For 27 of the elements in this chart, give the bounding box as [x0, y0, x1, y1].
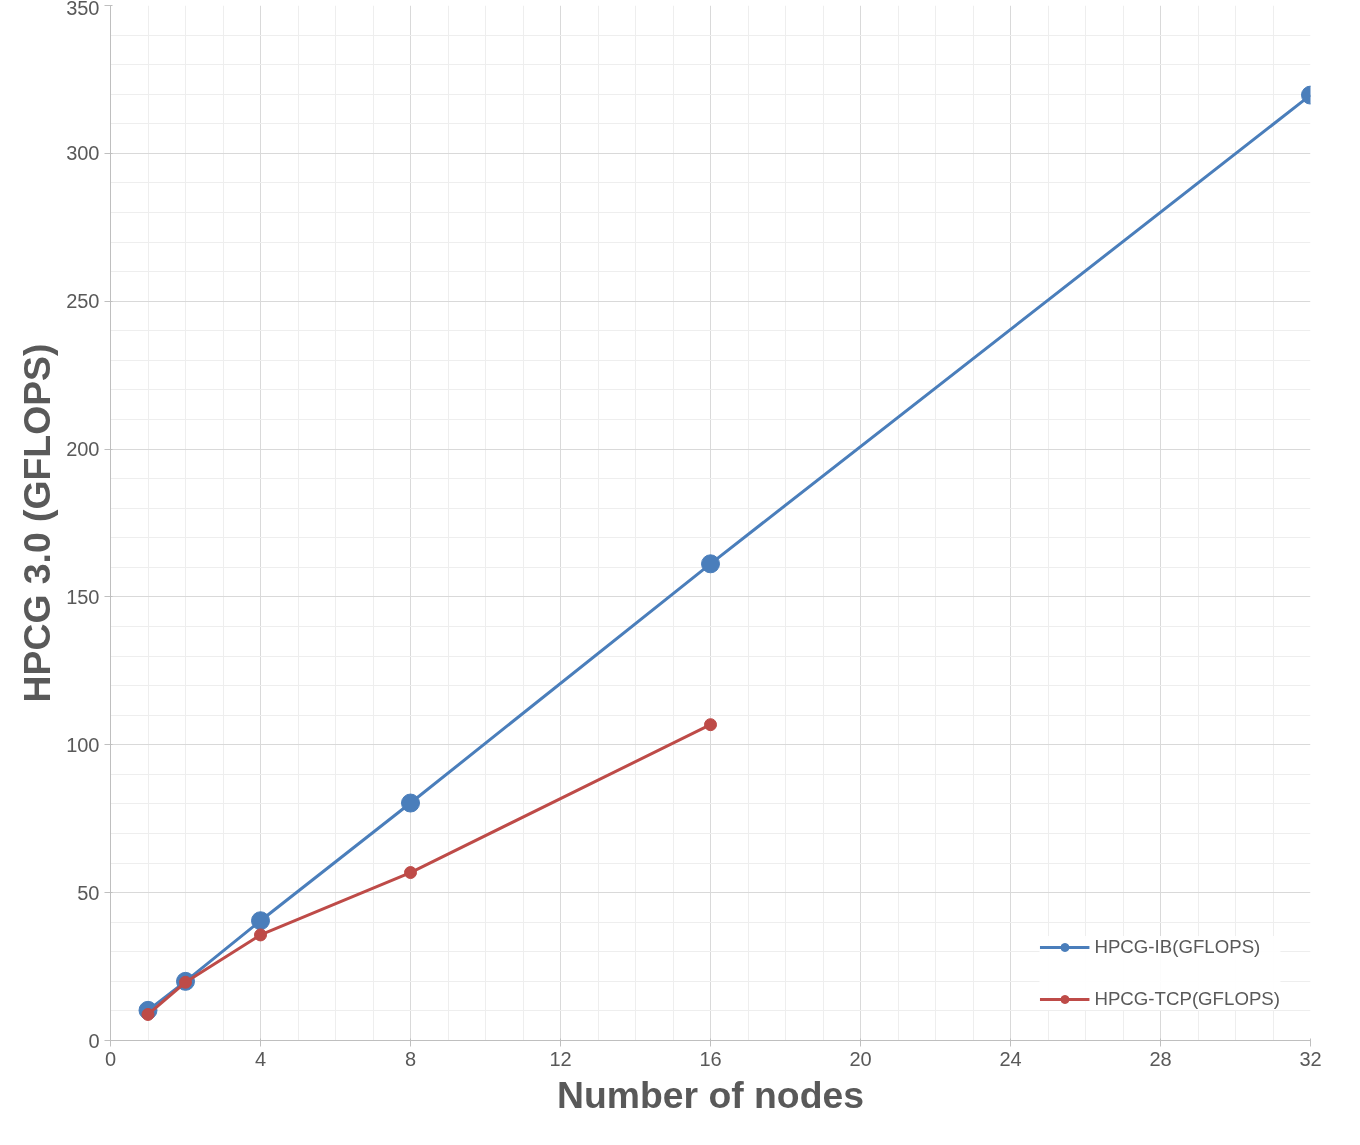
x-tick-label: 28 [1149, 1047, 1172, 1070]
legend-label: HPCG-TCP(GFLOPS) [1094, 988, 1280, 1010]
x-tick-label: 8 [404, 1047, 417, 1070]
point [254, 928, 267, 942]
x-axis-title: Number of nodes [557, 1073, 864, 1116]
x-tick-label: 4 [254, 1047, 267, 1070]
y-tick-label: 0 [88, 1029, 100, 1052]
point [704, 718, 717, 732]
y-axis-title: HPCG 3.0 (GFLOPS) [16, 343, 59, 703]
y-tick-label: 350 [66, 0, 100, 19]
x-tick-label: 0 [104, 1047, 117, 1070]
legend-label: HPCG-IB(GFLOPS) [1094, 936, 1261, 958]
x-tick-label: 16 [699, 1047, 722, 1070]
y-tick-label: 250 [66, 290, 100, 313]
point [701, 554, 720, 574]
x-tick-label: 24 [999, 1047, 1022, 1070]
point [404, 866, 417, 880]
y-tick-label: 100 [66, 733, 100, 756]
x-tick-label: 12 [549, 1047, 572, 1070]
point [401, 793, 420, 813]
x-tick-label: 32 [1299, 1047, 1322, 1070]
y-tick-label: 200 [66, 438, 100, 461]
y-tick-label: 150 [66, 585, 100, 608]
y-tick-label: 300 [66, 142, 100, 165]
x-tick-label: 20 [849, 1047, 872, 1070]
y-tick-label: 50 [77, 881, 100, 904]
point [251, 911, 270, 931]
